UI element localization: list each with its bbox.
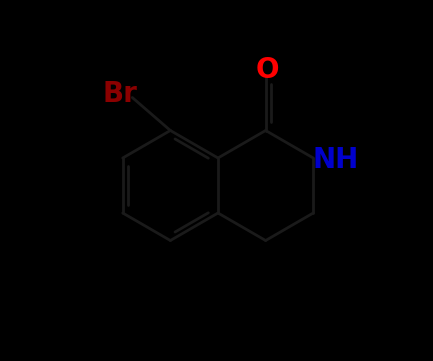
Text: O: O — [256, 56, 279, 83]
Text: Br: Br — [103, 79, 138, 108]
Text: NH: NH — [312, 146, 359, 174]
